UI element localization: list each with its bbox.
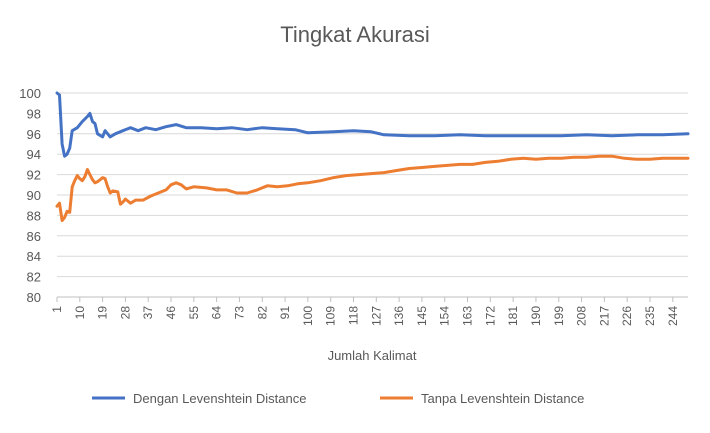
x-tick-label: 91 (278, 306, 292, 320)
y-axis-ticks: 80 82 84 86 88 90 92 94 96 98 100 (19, 86, 41, 305)
x-axis: 1 10 19 28 37 46 55 64 73 82 91 100 109 118 127 136 145 1… (50, 297, 680, 326)
x-tick-label: 73 (232, 306, 246, 320)
y-tick-label: 98 (27, 106, 41, 121)
x-tick-label: 208 (575, 306, 589, 326)
series-lines (55, 91, 690, 222)
x-tick-label: 28 (118, 306, 132, 320)
x-tick-label: 55 (187, 306, 201, 320)
x-tick-label: 172 (483, 306, 497, 326)
x-tick-label: 127 (369, 306, 383, 326)
x-tick-label: 199 (552, 306, 566, 326)
x-tick-label: 163 (461, 306, 475, 326)
y-tick-label: 92 (27, 168, 41, 183)
x-tick-label: 82 (255, 306, 269, 320)
y-tick-label: 86 (27, 229, 41, 244)
x-tick-label: 145 (415, 306, 429, 326)
legend-label-2: Tanpa Levenshtein Distance (421, 391, 584, 406)
x-tick-label: 244 (666, 306, 680, 326)
chart-title: Tingkat Akurasi (280, 22, 430, 47)
x-tick-label: 64 (210, 306, 224, 320)
y-tick-label: 84 (27, 249, 41, 264)
x-tick-label: 181 (506, 306, 520, 326)
x-tick-label: 10 (73, 306, 87, 320)
legend-label-1: Dengan Levenshtein Distance (133, 391, 306, 406)
y-tick-label: 90 (27, 188, 41, 203)
legend: Dengan Levenshtein Distance Tanpa Levensh… (92, 391, 584, 406)
x-tick-label: 109 (324, 306, 338, 326)
x-tick-label: 217 (597, 306, 611, 326)
x-tick-label: 226 (620, 306, 634, 326)
x-tick-label: 1 (50, 306, 64, 313)
y-tick-label: 100 (19, 86, 41, 101)
gridlines (57, 92, 688, 298)
x-tick-label: 100 (301, 306, 315, 326)
x-tick-label: 235 (643, 306, 657, 326)
series-line-2 (55, 154, 690, 222)
y-tick-label: 82 (27, 270, 41, 285)
y-tick-label: 96 (27, 127, 41, 142)
x-axis-label: Jumlah Kalimat (328, 348, 417, 363)
y-tick-label: 88 (27, 208, 41, 223)
x-tick-label: 37 (141, 306, 155, 320)
y-tick-label: 80 (27, 290, 41, 305)
x-tick-label: 154 (438, 306, 452, 326)
x-tick-label: 118 (346, 306, 360, 325)
x-tick-label: 19 (96, 306, 110, 320)
series-line-1 (55, 91, 690, 158)
y-tick-label: 94 (27, 147, 41, 162)
x-tick-label: 190 (529, 306, 543, 326)
x-tick-label: 136 (392, 306, 406, 326)
x-tick-label: 46 (164, 306, 178, 320)
